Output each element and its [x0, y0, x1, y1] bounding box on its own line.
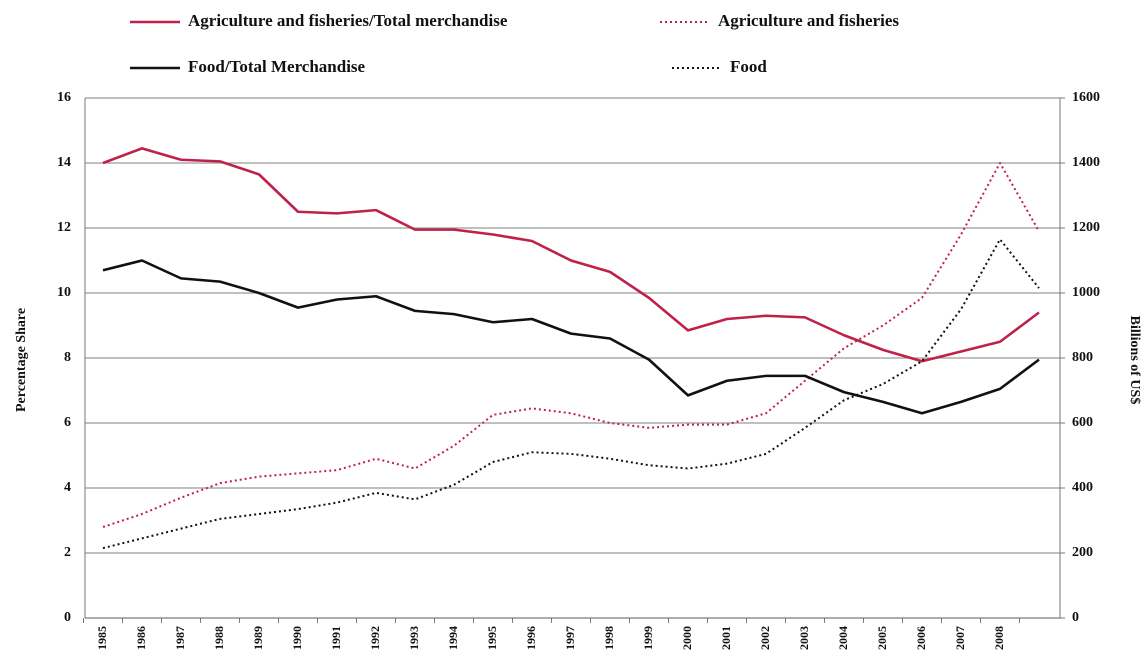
x-tick-label: 1987 — [173, 626, 187, 650]
y2-tick-label: 1600 — [1072, 90, 1100, 105]
x-tick-label: 1989 — [251, 626, 265, 650]
x-tick-label: 1991 — [329, 626, 343, 650]
legend-label: Food/Total Merchandise — [188, 57, 366, 76]
y-tick-label: 2 — [64, 545, 71, 560]
x-tick-label: 1986 — [134, 626, 148, 650]
y2-tick-label: 1000 — [1072, 285, 1100, 300]
x-tick-label: 2005 — [875, 626, 889, 650]
y2-tick-label: 800 — [1072, 350, 1093, 365]
y2-tick-label: 0 — [1072, 610, 1079, 625]
series-line — [102, 259, 1040, 415]
legend-label: Agriculture and fisheries/Total merchand… — [188, 11, 508, 30]
y-tick-label: 10 — [57, 285, 71, 300]
y-tick-label: 12 — [57, 220, 71, 235]
x-tick-label: 1998 — [602, 626, 616, 650]
x-tick-label: 2007 — [953, 626, 967, 650]
x-tick-label: 1995 — [485, 626, 499, 650]
y-tick-label: 8 — [64, 350, 71, 365]
series-line — [102, 238, 1040, 550]
x-tick-label: 2003 — [797, 626, 811, 650]
y2-tick-label: 1400 — [1072, 155, 1100, 170]
x-tick-label: 1999 — [641, 626, 655, 650]
legend-label: Food — [730, 57, 767, 76]
x-tick-label: 1988 — [212, 626, 226, 650]
series-line — [102, 147, 1040, 363]
x-tick-label: 2002 — [758, 626, 772, 650]
x-tick-label: 1990 — [290, 626, 304, 650]
y-tick-label: 6 — [64, 415, 71, 430]
x-tick-label: 2001 — [719, 626, 733, 650]
y-tick-label: 16 — [57, 90, 71, 105]
y2-tick-label: 600 — [1072, 415, 1093, 430]
x-tick-label: 2008 — [992, 626, 1006, 650]
x-tick-label: 2004 — [836, 626, 850, 650]
y-axis-label: Percentage Share — [14, 308, 29, 412]
y2-tick-label: 400 — [1072, 480, 1093, 495]
x-tick-label: 1993 — [407, 626, 421, 650]
y-tick-label: 4 — [64, 480, 71, 495]
x-tick-label: 2000 — [680, 626, 694, 650]
y2-axis-label: Billions of US$ — [1127, 316, 1142, 405]
x-tick-label: 1985 — [95, 626, 109, 650]
x-tick-label: 2006 — [914, 626, 928, 650]
x-tick-label: 1996 — [524, 626, 538, 650]
y2-tick-label: 200 — [1072, 545, 1093, 560]
y2-tick-label: 1200 — [1072, 220, 1100, 235]
legend-label: Agriculture and fisheries — [718, 11, 899, 30]
y-tick-label: 0 — [64, 610, 71, 625]
series-line — [102, 162, 1040, 528]
x-tick-label: 1997 — [563, 626, 577, 650]
y-tick-label: 14 — [57, 155, 71, 170]
x-tick-label: 1994 — [446, 626, 460, 650]
x-tick-label: 1992 — [368, 626, 382, 650]
